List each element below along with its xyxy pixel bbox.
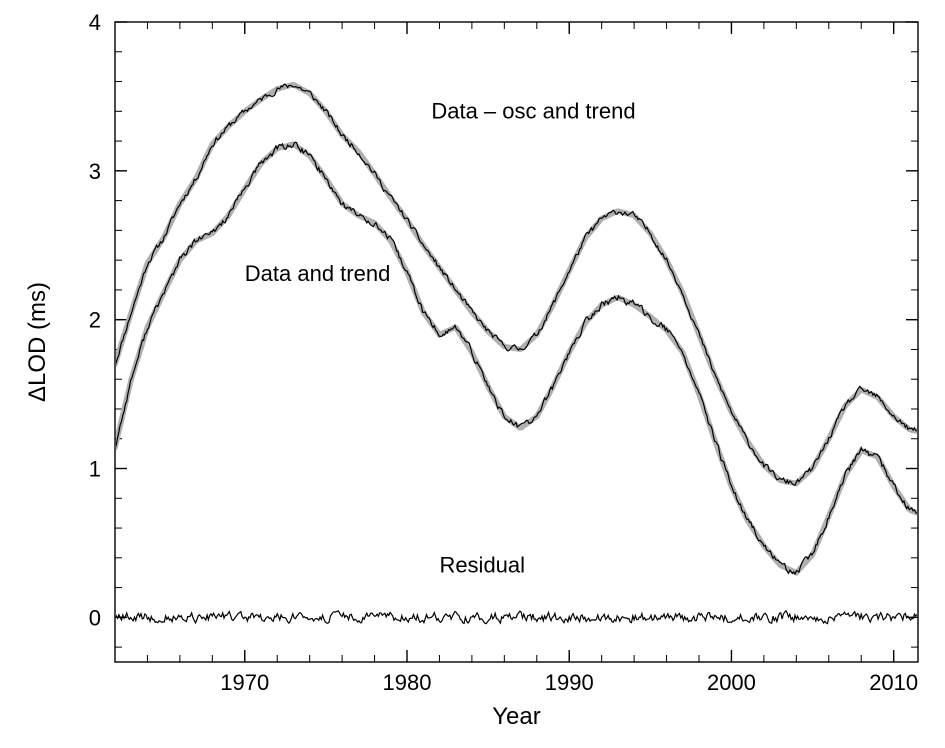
chart-svg: 1970 1980 1990 2000 2010 Year 0 1 2 3 4 ΔLOD (ms) Da… [0, 0, 945, 748]
lod-chart: 1970 1980 1990 2000 2010 Year 0 1 2 3 4 ΔLOD (ms) Da… [0, 0, 945, 748]
x-tick-label: 2010 [869, 670, 918, 695]
x-tick-label: 1970 [220, 670, 269, 695]
y-tick-label: 0 [89, 605, 101, 630]
annotation-0: Data – osc and trend [431, 99, 635, 124]
y-tick-label: 2 [89, 308, 101, 333]
x-tick-label: 2000 [707, 670, 756, 695]
y-tick-label: 1 [89, 457, 101, 482]
y-tick-label: 4 [89, 10, 101, 35]
annotation-2: Residual [439, 553, 525, 578]
annotation-1: Data and trend [245, 261, 391, 286]
x-tick-label: 1990 [545, 670, 594, 695]
x-tick-label: 1980 [383, 670, 432, 695]
x-axis-label: Year [492, 703, 541, 730]
y-tick-label: 3 [89, 159, 101, 184]
y-axis-label: ΔLOD (ms) [24, 282, 51, 402]
